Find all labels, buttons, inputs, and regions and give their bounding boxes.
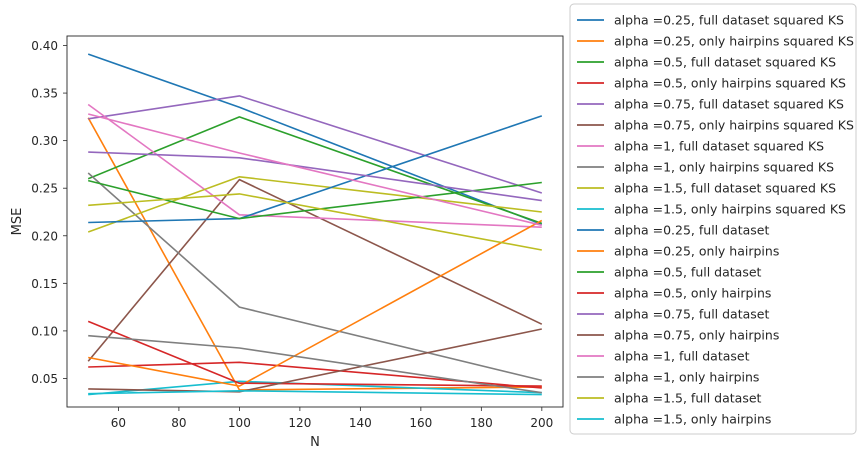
y-tick-label: 0.10	[31, 324, 58, 338]
legend-entry-label: alpha =1, full dataset squared KS	[614, 139, 824, 154]
legend-entry-label: alpha =0.75, full dataset	[614, 307, 769, 322]
legend-entry-label: alpha =1, only hairpins squared KS	[614, 160, 834, 175]
legend-entry-label: alpha =0.75, only hairpins squared KS	[614, 118, 854, 133]
series-line-3	[87, 116, 543, 225]
x-tick-label: 160	[409, 416, 432, 430]
legend-entry-label: alpha =0.25, full dataset	[614, 223, 769, 238]
legend-entry-label: alpha =0.5, full dataset	[614, 265, 762, 280]
series-line-12	[88, 219, 543, 387]
legend-entry-label: alpha =0.25, only hairpins	[614, 244, 779, 259]
y-tick-label: 0.30	[31, 134, 58, 148]
y-tick-label: 0.40	[31, 39, 58, 53]
series-line-17	[88, 113, 542, 227]
legend-entry-label: alpha =1.5, only hairpins	[614, 412, 771, 427]
x-tick-label: 100	[228, 416, 251, 430]
x-tick-label: 60	[111, 416, 126, 430]
plot-series-group	[87, 53, 543, 396]
series-line-8	[87, 172, 542, 382]
legend-entry-label: alpha =0.25, only hairpins squared KS	[614, 34, 854, 49]
series-line-4	[88, 361, 542, 389]
series-line-1	[87, 53, 543, 226]
x-tick-label: 140	[349, 416, 372, 430]
legend-entry-label: alpha =0.5, only hairpins	[614, 286, 771, 301]
x-tick-label: 80	[171, 416, 186, 430]
series-line-7	[87, 103, 542, 228]
y-tick-label: 0.25	[31, 182, 58, 196]
x-tick-label: 180	[470, 416, 493, 430]
legend: alpha =0.25, full dataset squared KS alph…	[569, 3, 857, 435]
legend-entry-label: alpha =1.5, full dataset squared KS	[614, 181, 836, 196]
y-tick-label: 0.20	[31, 229, 58, 243]
x-axis-label: N	[310, 435, 320, 450]
legend-entry-label: alpha =1, full dataset	[614, 349, 750, 364]
x-tick-label: 200	[530, 416, 553, 430]
x-axis-ticks: 60 80 100 120 140 160 180 200	[111, 407, 553, 430]
legend-entry-label: alpha =1.5, only hairpins squared KS	[614, 202, 846, 217]
y-axis-ticks: 0.05 0.10 0.15 0.20 0.25 0.30 0.35 0.40	[31, 39, 67, 386]
legend-entry-label: alpha =1.5, full dataset	[614, 391, 762, 406]
legend-entry-label: alpha =0.5, only hairpins squared KS	[614, 76, 846, 91]
legend-box	[569, 3, 857, 435]
series-line-19	[88, 193, 542, 251]
y-tick-label: 0.15	[31, 277, 58, 291]
y-axis-label: MSE	[10, 208, 25, 236]
y-tick-label: 0.05	[31, 372, 58, 386]
y-tick-label: 0.35	[31, 87, 58, 101]
legend-entry-label: alpha =1, only hairpins	[614, 370, 759, 385]
series-line-15	[88, 151, 542, 202]
legend-entry-label: alpha =0.5, full dataset squared KS	[614, 55, 836, 70]
legend-entry-label: alpha =0.75, full dataset squared KS	[614, 97, 844, 112]
series-line-9	[87, 176, 542, 233]
series-line-13	[88, 179, 542, 220]
series-line-18	[88, 334, 542, 394]
series-line-14	[87, 320, 542, 387]
legend-entry-label: alpha =0.25, full dataset squared KS	[614, 13, 844, 28]
series-line-20	[88, 389, 542, 396]
x-tick-label: 120	[288, 416, 311, 430]
plot-frame	[66, 35, 564, 408]
series-line-2	[87, 117, 542, 391]
legend-entry-label: alpha =0.75, only hairpins	[614, 328, 779, 343]
series-line-16	[88, 328, 542, 393]
series-line-5	[88, 95, 543, 194]
